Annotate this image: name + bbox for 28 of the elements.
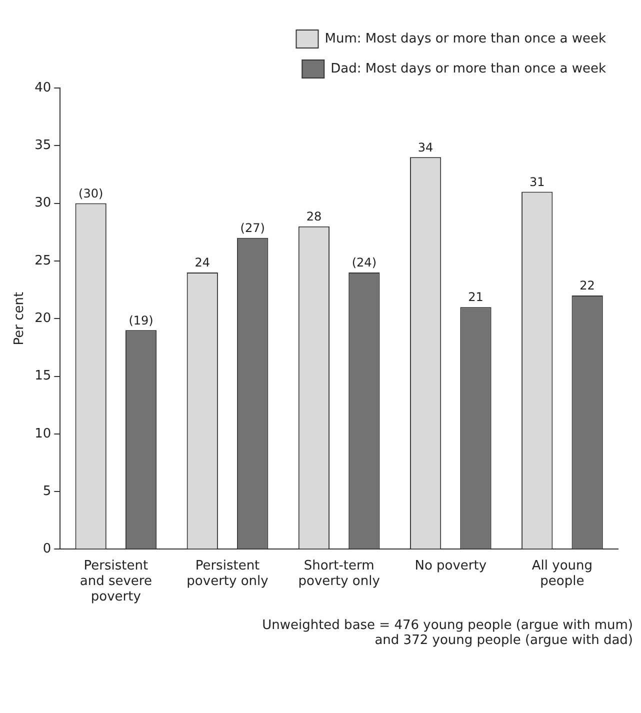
x-tick-label: Short-term poverty only (298, 558, 380, 589)
data-label: 34 (418, 140, 434, 154)
y-tick-label: 15 (34, 368, 52, 384)
text: Unweighted base = 476 young people (argue with mum) and 372 young people (argue with dad) (261, 618, 633, 648)
data-label: 28 (306, 209, 322, 224)
y-tick-label: 25 (34, 253, 52, 268)
y-tick-label: 0 (42, 542, 52, 557)
y-tick-label: 20 (34, 310, 52, 326)
y-tick-label: 30 (34, 196, 52, 211)
data-label: 21 (468, 290, 484, 304)
data-label: (19) (128, 313, 154, 328)
y-axis-title: Per cent (12, 292, 28, 346)
x-tick-label: All young people (532, 558, 593, 589)
data-label: (24) (352, 256, 376, 270)
data-label: 22 (580, 278, 595, 293)
x-tick-label: No poverty (414, 558, 487, 574)
y-tick-label: 10 (34, 426, 52, 442)
legend-label: Mum: Most days or more than once a week (324, 31, 606, 46)
y-tick-label: 40 (34, 80, 52, 96)
y-tick-label: 35 (34, 138, 52, 154)
data-label: 31 (529, 174, 545, 189)
data-label: 24 (194, 256, 210, 270)
data-label: (30) (78, 186, 104, 200)
x-tick-label: Persistent poverty only (186, 558, 269, 589)
x-tick-label: Persistent and severe poverty (80, 558, 152, 605)
data-label: (27) (240, 221, 265, 236)
y-tick-label: 5 (42, 484, 52, 499)
legend-label: Dad: Most days or more than once a week (330, 61, 606, 76)
